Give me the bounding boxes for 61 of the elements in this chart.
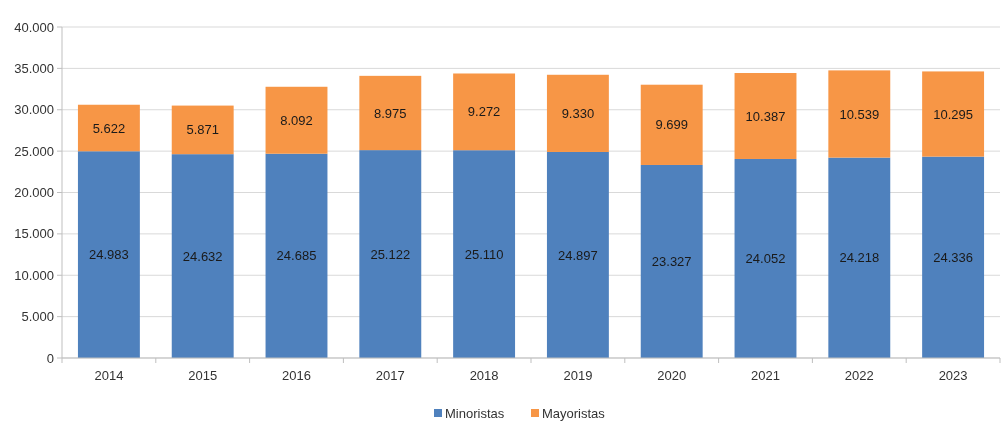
- data-label: 25.122: [370, 246, 411, 262]
- bar: [546, 151, 609, 358]
- y-tick-label: 15.000: [14, 226, 54, 242]
- x-tick-label: 2014: [94, 368, 124, 383]
- bar: [265, 86, 328, 154]
- data-label: 8.975: [374, 105, 407, 121]
- bar: [640, 84, 703, 165]
- bar: [77, 104, 140, 152]
- data-label: 9.272: [467, 104, 501, 120]
- data-label: 5.871: [186, 122, 219, 138]
- x-tick-label: 2019: [563, 368, 593, 383]
- bar: [171, 154, 234, 358]
- bar: [77, 151, 140, 358]
- bar: [640, 164, 703, 358]
- x-tick-label: 2023: [938, 368, 968, 383]
- x-tick-label: 2017: [375, 368, 405, 383]
- data-label: 25.110: [464, 246, 504, 262]
- x-tick-label: 2016: [282, 368, 311, 383]
- x-tick-label: 2021: [751, 368, 780, 383]
- data-label: 9.330: [561, 105, 595, 121]
- data-label: 9.699: [655, 117, 688, 133]
- data-label: 24.336: [933, 249, 973, 265]
- y-tick-label: 25.000: [14, 143, 54, 159]
- x-tick-label: 2015: [188, 368, 218, 383]
- y-tick-label: 10.000: [14, 267, 54, 283]
- data-label: 24.052: [745, 251, 786, 267]
- data-label: 8.092: [280, 112, 313, 128]
- data-label: 24.897: [558, 247, 598, 263]
- data-label: 5.622: [92, 120, 126, 136]
- y-tick-label: 0: [46, 350, 54, 366]
- bar: [453, 150, 516, 358]
- x-tick-label: 2020: [657, 368, 687, 383]
- bar: [734, 158, 797, 358]
- legend-label: Mayoristas: [542, 405, 606, 421]
- bar: [359, 75, 422, 151]
- data-label: 23.327: [651, 254, 692, 270]
- y-tick-label: 5.000: [21, 309, 54, 325]
- data-label: 10.387: [745, 108, 786, 124]
- bar: [453, 73, 516, 151]
- y-tick-label: 35.000: [14, 60, 54, 76]
- bar: [265, 153, 328, 358]
- y-tick-label: 40.000: [14, 19, 54, 35]
- data-label: 10.539: [839, 106, 880, 122]
- bar: [922, 71, 985, 157]
- y-tick-label: 30.000: [14, 102, 54, 118]
- bar: [828, 70, 891, 158]
- data-label: 24.218: [839, 250, 880, 266]
- y-tick-label: 20.000: [14, 185, 54, 201]
- bar: [734, 73, 797, 159]
- legend-label: Minoristas: [445, 405, 505, 421]
- x-tick-label: 2022: [844, 368, 874, 383]
- x-tick-label: 2018: [469, 368, 499, 383]
- data-label: 10.295: [933, 106, 973, 122]
- bar: [922, 156, 985, 358]
- data-label: 24.632: [182, 248, 223, 264]
- bar: [359, 150, 422, 358]
- data-label: 24.685: [276, 248, 317, 264]
- bar: [546, 74, 609, 152]
- bar: [171, 105, 234, 155]
- bar: [828, 157, 891, 358]
- data-label: 24.983: [89, 247, 129, 263]
